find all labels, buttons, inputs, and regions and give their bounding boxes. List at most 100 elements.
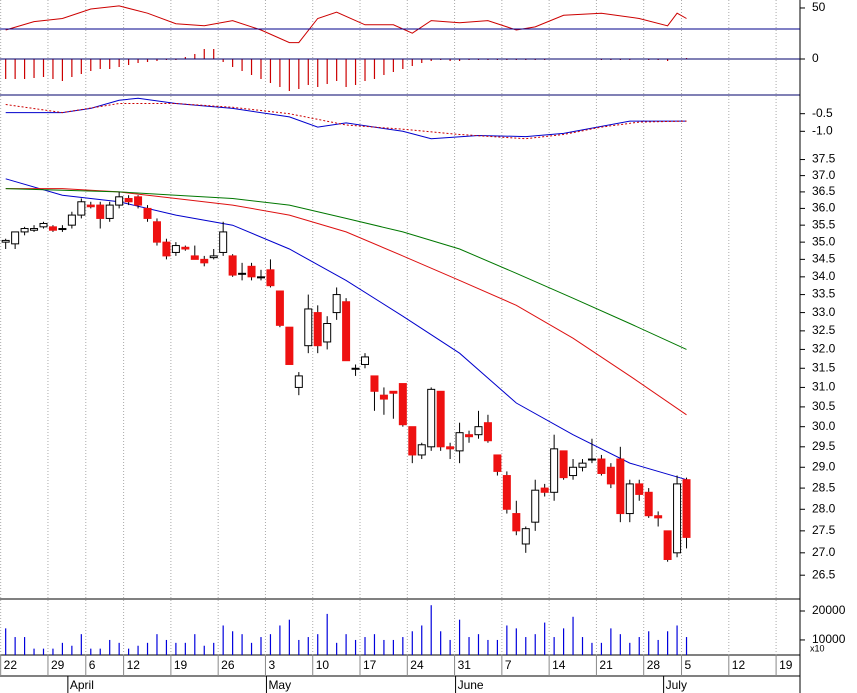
candle-body: [654, 515, 663, 519]
date-grid: [0, 0, 777, 655]
candle-body: [512, 513, 521, 532]
x-tick-label: 19: [779, 658, 793, 672]
y-tick-label: 36.5: [812, 184, 836, 198]
y-tick-label: -1.0: [812, 123, 833, 137]
candle-body: [635, 483, 644, 495]
candle-body: [587, 458, 596, 461]
candle-body: [228, 255, 237, 276]
candle-body: [351, 367, 360, 370]
candle-body: [143, 207, 152, 219]
y-tick-label: 32.5: [812, 323, 836, 337]
candle-body: [531, 489, 540, 523]
y-tick-label: 34.5: [812, 252, 836, 266]
candle-body: [275, 290, 284, 326]
line: [5, 5, 687, 44]
candle-body: [493, 454, 502, 472]
candle-body: [266, 269, 275, 287]
candle-body: [323, 323, 332, 343]
candle-body: [190, 255, 199, 260]
x-tick-label: 3: [268, 658, 275, 672]
x-tick-label: 14: [552, 658, 566, 672]
x-tick-label: 28: [647, 658, 661, 672]
y-tick-label: 27.0: [812, 545, 836, 559]
x-tick-label: 31: [458, 658, 472, 672]
month-label: June: [458, 678, 484, 692]
candle-body: [606, 466, 615, 485]
candle-body: [285, 326, 294, 365]
y-tick-label: 50: [812, 0, 826, 14]
candle-body: [181, 246, 190, 250]
x-tick-label: 5: [685, 658, 692, 672]
month-label: July: [666, 678, 687, 692]
candle-body: [105, 204, 114, 219]
candle-body: [86, 204, 95, 208]
candle-body: [209, 255, 218, 259]
y-tick-label: 30.5: [812, 399, 836, 413]
candle-body: [58, 228, 67, 231]
candle-body: [446, 446, 455, 450]
candle-body: [77, 201, 86, 216]
y-tick-label: -0.5: [812, 106, 833, 120]
y-tick-label: 32.0: [812, 342, 836, 356]
candle-body: [67, 214, 76, 226]
y-tick-label: 28.0: [812, 501, 836, 515]
candle-body: [483, 422, 492, 442]
line: [5, 103, 687, 140]
x-tick-label: 29: [51, 658, 65, 672]
candle-body: [521, 528, 530, 545]
candle-body: [417, 444, 426, 456]
candle-body: [663, 530, 672, 560]
x-tick-label: 12: [127, 658, 141, 672]
y-tick-label: 26.5: [812, 567, 836, 581]
x-tick-label: 17: [363, 658, 377, 672]
x-tick-label: 26: [221, 658, 235, 672]
candle-body: [162, 241, 171, 257]
candle-body: [238, 272, 247, 275]
candle-body: [398, 383, 407, 426]
candle-body: [342, 301, 351, 362]
candle-body: [115, 196, 124, 206]
y-tick-label: 37.5: [812, 152, 836, 166]
x-tick-label: 10: [316, 658, 330, 672]
x-tick-label: 21: [599, 658, 613, 672]
month-label: May: [268, 678, 291, 692]
y-tick-label: 29.0: [812, 459, 836, 473]
y-tick-label: 35.5: [812, 217, 836, 231]
y-tick-label: 27.5: [812, 523, 836, 537]
y-tick-label: 31.0: [812, 380, 836, 394]
y-tick-label: 0: [812, 51, 819, 65]
candle-body: [644, 491, 653, 517]
candle-body: [332, 294, 341, 314]
candle-body: [673, 483, 682, 554]
x-tick-label: 12: [732, 658, 746, 672]
x-tick-label: 24: [410, 658, 424, 672]
month-label: April: [70, 678, 94, 692]
candle-body: [1, 239, 10, 243]
candle-body: [474, 426, 483, 436]
y-tick-label: 20000: [812, 603, 846, 617]
candle-body: [559, 450, 568, 479]
candle-body: [171, 245, 180, 253]
candle-body: [96, 204, 105, 219]
candle-body: [134, 196, 143, 206]
candle-body: [625, 483, 634, 515]
candle-body: [465, 434, 474, 438]
candle-body: [540, 487, 549, 493]
candle-body: [152, 221, 161, 243]
candle-body: [219, 231, 228, 253]
candle-body: [389, 390, 398, 394]
candle-body: [502, 475, 511, 510]
y-tick-label: 30.0: [812, 419, 836, 433]
marks: [1, 5, 691, 655]
candle-body: [616, 458, 625, 515]
y-tick-label: 31.5: [812, 360, 836, 374]
y-tick-label: 33.0: [812, 305, 836, 319]
y-tick-label: 28.5: [812, 480, 836, 494]
candle-body: [124, 197, 133, 203]
y-tick-label: 34.0: [812, 269, 836, 283]
y-tick-label: 29.5: [812, 439, 836, 453]
candle-body: [682, 479, 691, 538]
candle-body: [11, 231, 20, 245]
